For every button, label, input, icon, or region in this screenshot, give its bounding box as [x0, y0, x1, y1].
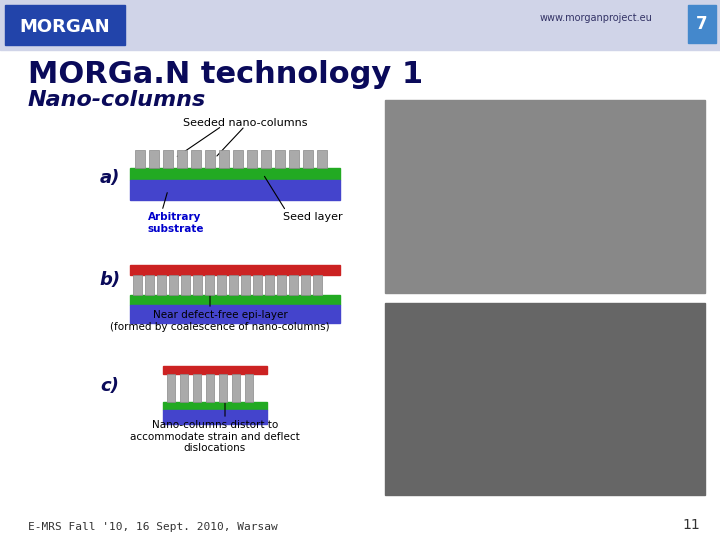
Bar	[181, 275, 190, 295]
Bar	[163, 410, 267, 424]
Bar	[313, 275, 322, 295]
Bar	[167, 374, 175, 402]
Bar	[135, 150, 145, 168]
Bar	[163, 150, 173, 168]
Bar	[303, 150, 313, 168]
Bar	[133, 275, 142, 295]
Bar	[265, 275, 274, 295]
Text: MORGa.N technology 1: MORGa.N technology 1	[28, 60, 423, 89]
Text: a): a)	[100, 169, 120, 187]
Bar	[191, 150, 201, 168]
Bar	[289, 150, 299, 168]
Bar	[5, 5, 125, 45]
Text: b): b)	[99, 271, 120, 289]
Bar	[163, 402, 267, 410]
Text: c): c)	[101, 377, 120, 395]
Text: Near defect-free epi-layer
(formed by coalescence of nano-columns): Near defect-free epi-layer (formed by co…	[110, 310, 330, 332]
Bar	[232, 374, 240, 402]
Bar	[385, 303, 705, 495]
Bar	[253, 275, 262, 295]
Bar	[0, 0, 720, 50]
Bar	[130, 168, 340, 180]
Text: 7: 7	[696, 15, 708, 33]
Text: MORGAN: MORGAN	[19, 18, 110, 36]
Bar	[688, 5, 716, 43]
Bar	[317, 150, 327, 168]
Bar	[205, 275, 214, 295]
Bar	[130, 180, 340, 200]
Text: Nano-columns: Nano-columns	[28, 90, 206, 110]
Bar	[163, 366, 267, 374]
Bar	[130, 265, 340, 275]
Bar	[261, 150, 271, 168]
Bar	[180, 374, 188, 402]
Bar	[157, 275, 166, 295]
Bar	[217, 275, 226, 295]
Bar	[229, 275, 238, 295]
Bar	[385, 100, 705, 293]
Bar	[149, 150, 159, 168]
Text: E-MRS Fall '10, 16 Sept. 2010, Warsaw: E-MRS Fall '10, 16 Sept. 2010, Warsaw	[28, 522, 278, 532]
Bar	[245, 374, 253, 402]
Bar	[130, 295, 340, 305]
Bar	[130, 305, 340, 323]
Bar	[241, 275, 250, 295]
Bar	[301, 275, 310, 295]
Text: www.morganproject.eu: www.morganproject.eu	[540, 13, 653, 23]
Text: Seeded nano-columns: Seeded nano-columns	[183, 118, 307, 128]
Bar	[219, 150, 229, 168]
Text: Seed layer: Seed layer	[283, 212, 343, 222]
Text: Nano-columns distort to
accommodate strain and deflect
dislocations: Nano-columns distort to accommodate stra…	[130, 420, 300, 453]
Bar	[205, 150, 215, 168]
Bar	[193, 374, 201, 402]
Bar	[206, 374, 214, 402]
Text: 11: 11	[683, 518, 700, 532]
Bar	[233, 150, 243, 168]
Bar	[247, 150, 257, 168]
Text: Arbitrary
substrate: Arbitrary substrate	[148, 212, 204, 234]
Bar	[177, 150, 187, 168]
Bar	[289, 275, 298, 295]
Bar	[169, 275, 178, 295]
Bar	[193, 275, 202, 295]
Bar	[145, 275, 154, 295]
Bar	[219, 374, 227, 402]
Bar	[275, 150, 285, 168]
Bar	[277, 275, 286, 295]
